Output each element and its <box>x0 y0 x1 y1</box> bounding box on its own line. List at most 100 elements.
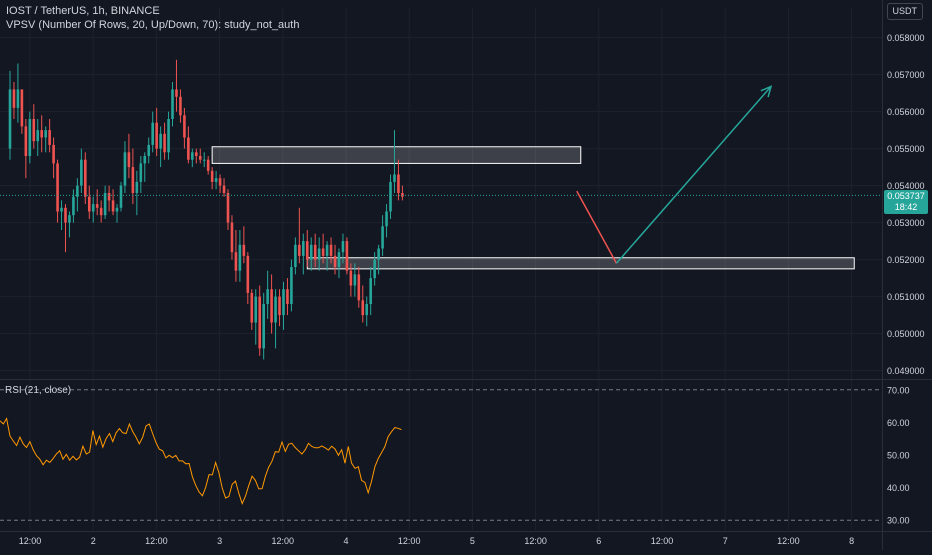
candle <box>187 126 190 164</box>
candle-body <box>369 278 372 304</box>
candle <box>16 63 20 123</box>
candle <box>191 148 194 168</box>
rsi-panel: 70.00 60.00 50.00 40.00 30.00 <box>0 385 910 526</box>
candle <box>313 233 317 267</box>
candle <box>349 263 353 297</box>
candle-body <box>222 185 226 193</box>
candle <box>76 178 79 212</box>
candle <box>28 111 32 164</box>
candle <box>325 241 329 271</box>
candle-body <box>309 244 313 260</box>
candle-body <box>262 304 265 349</box>
time-tick-label: 3 <box>217 536 222 546</box>
time-tick-label: 2 <box>91 536 96 546</box>
candle-body <box>210 170 214 182</box>
candle <box>139 156 143 193</box>
candle <box>111 189 115 216</box>
candle-body <box>135 181 139 193</box>
candle-body <box>238 244 242 271</box>
candle <box>135 170 139 216</box>
candle-body <box>167 119 170 153</box>
candle <box>198 148 202 164</box>
price-tick-label: 0.053000 <box>887 218 925 228</box>
candle-body <box>226 193 230 223</box>
arrow-head-icon <box>760 85 773 98</box>
candle <box>373 252 376 286</box>
candle-body <box>373 259 376 279</box>
candle <box>369 267 372 316</box>
candle-body <box>155 122 158 149</box>
currency-button[interactable]: USDT <box>886 3 923 20</box>
candle <box>179 89 182 123</box>
candle-body <box>349 270 353 286</box>
candle <box>194 148 198 164</box>
candle-body <box>194 152 198 156</box>
candle-body <box>218 178 222 186</box>
candle <box>24 119 28 179</box>
candle-body <box>131 167 135 193</box>
candle <box>341 233 345 264</box>
candle-body <box>206 159 210 171</box>
candle <box>226 189 230 230</box>
candle <box>84 152 87 205</box>
candle-body <box>99 207 103 216</box>
candle <box>103 185 107 219</box>
candle <box>321 233 325 264</box>
candle <box>68 211 71 238</box>
candle-body <box>36 130 40 142</box>
candle-body <box>361 300 365 316</box>
price-tick-label: 0.058000 <box>887 33 925 43</box>
candle-body <box>345 241 349 271</box>
candle <box>309 237 313 271</box>
candle <box>218 174 222 193</box>
candle-body <box>353 274 357 286</box>
candle-body <box>20 89 24 127</box>
time-tick-label: 7 <box>723 536 728 546</box>
candle <box>305 230 309 267</box>
candle <box>333 244 337 275</box>
candle <box>202 152 206 168</box>
candle <box>290 259 293 312</box>
candle <box>91 196 95 223</box>
time-tick-label: 8 <box>849 536 854 546</box>
candle-body <box>24 126 28 156</box>
candle-body <box>40 130 44 138</box>
candle <box>163 122 166 160</box>
candle-body <box>143 156 147 164</box>
candle <box>143 152 147 182</box>
candle-body <box>250 292 254 323</box>
time-tick-label: 6 <box>596 536 601 546</box>
candle <box>127 133 131 179</box>
time-tick-label: 12:00 <box>398 536 421 546</box>
chart-title: IOST / TetherUS, 1h, BINANCE <box>6 5 160 17</box>
time-tick-label: 12:00 <box>651 536 674 546</box>
candle-body <box>115 207 119 212</box>
candle <box>48 119 51 153</box>
candle-body <box>393 174 396 182</box>
candle <box>147 137 151 164</box>
projection-lines <box>576 85 773 264</box>
rsi-tick-label: 40.00 <box>887 483 910 493</box>
candle <box>99 200 103 223</box>
candle <box>377 244 380 275</box>
candle <box>357 267 361 308</box>
candle-body <box>60 207 63 212</box>
price-tick-label: 0.057000 <box>887 70 925 80</box>
candle <box>238 230 242 282</box>
candle-body <box>127 152 131 168</box>
candle-body <box>266 289 269 304</box>
candle <box>52 137 55 179</box>
candle-body <box>32 119 36 142</box>
candle <box>171 82 174 127</box>
candle <box>365 296 369 327</box>
projection-down-line <box>576 190 618 264</box>
candle-body <box>286 289 289 304</box>
rsi-tick-label: 70.00 <box>887 385 910 395</box>
candle-body <box>76 185 79 197</box>
candle <box>56 159 59 223</box>
candle-body <box>270 289 273 323</box>
candle <box>254 289 258 345</box>
candle-body <box>159 133 162 149</box>
